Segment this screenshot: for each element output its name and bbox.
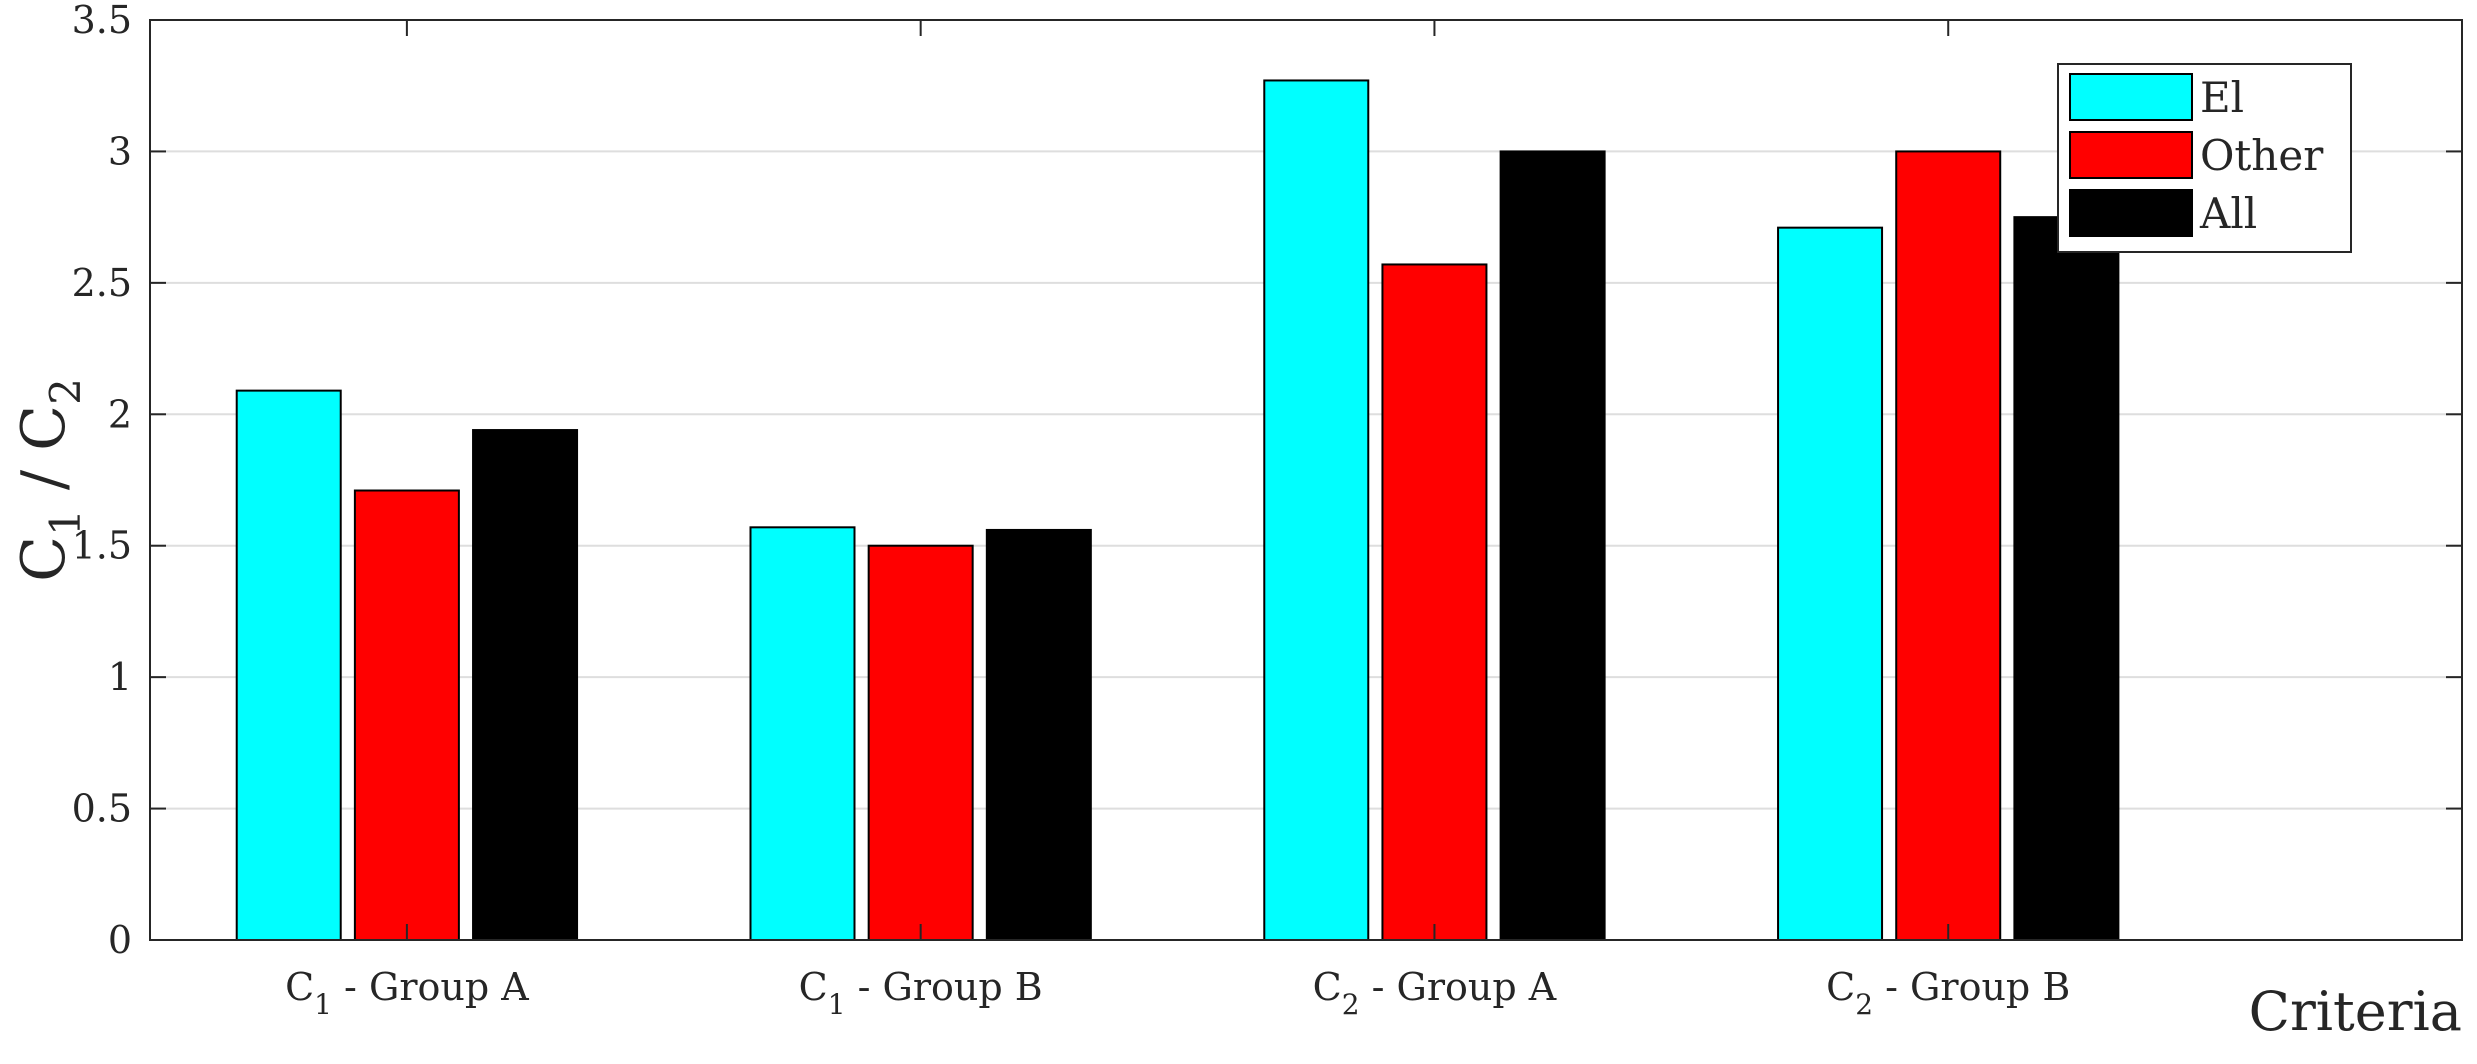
y-tick-label: 1.5 [72,524,132,568]
legend-label-other: Other [2200,131,2324,180]
bar-el-2 [749,526,856,941]
bar-el-1 [235,389,342,941]
y-tick-label: 2.5 [72,261,132,305]
labels-layer: 0 0.5 1 1.5 2 2.5 3 3.5 C1 - Group A C1 - Group B… [9,0,2462,1043]
legend: El Other All [2057,63,2352,253]
legend-label-el: El [2200,73,2244,122]
x-category-label: C1 - Group A [285,965,529,1021]
y-tick-label: 2 [108,392,132,436]
ticks-layer [150,19,2462,941]
y-tick-label: 3.5 [72,0,132,42]
legend-swatch-other [2069,131,2193,179]
bar-other-4 [1895,150,2002,941]
bar-other-3 [1381,263,1488,941]
bar-el-4 [1777,226,1884,941]
legend-label-all: All [2199,189,2257,238]
bar-all-2 [985,528,1092,941]
bar-all-3 [1499,150,1606,941]
plot-frame [149,19,2463,941]
y-tick-label: 0 [108,918,132,962]
x-category-label: C1 - Group B [799,965,1043,1021]
legend-swatch-el [2069,73,2193,121]
y-tick-label: 3 [108,129,132,173]
x-category-label: C2 - Group A [1313,965,1557,1021]
bar-el-3 [1263,79,1370,941]
y-tick-label: 1 [108,655,132,699]
bar-other-1 [353,489,460,941]
bar-all-1 [472,429,579,941]
y-tick-label: 0.5 [72,787,132,831]
legend-swatch-all [2069,189,2193,237]
y-axis-label: C1 / C2 [9,378,90,582]
bar-other-2 [867,544,974,941]
bars-layer [235,79,2120,941]
x-category-label: C2 - Group B [1826,965,2070,1021]
bar-all-4 [2013,216,2120,941]
x-axis-label: Criteria [2249,980,2462,1043]
